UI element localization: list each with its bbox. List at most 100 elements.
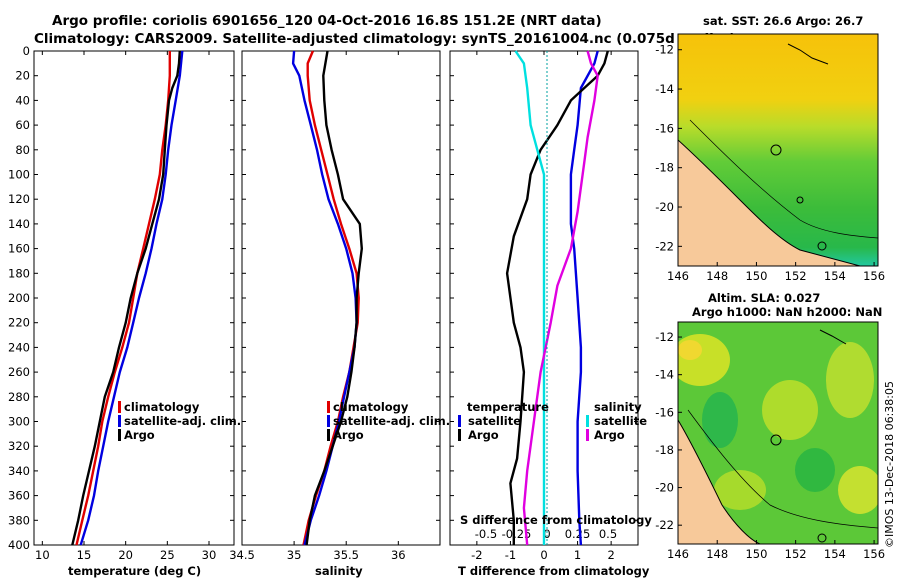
- salinity-xlabel: salinity: [315, 564, 363, 578]
- sst-map: [678, 34, 878, 266]
- map-x-tick-label: 154: [824, 269, 846, 283]
- y-tick-label: 300: [8, 415, 30, 429]
- map-y-tick-label: -14: [655, 368, 674, 382]
- x-tick-label: 34.5: [229, 548, 255, 562]
- map-x-tick-label: 146: [667, 269, 689, 283]
- series-line-argo: [305, 50, 363, 546]
- shelf-contour: [687, 409, 878, 529]
- s-tick-label: 0.25: [565, 527, 591, 541]
- s-tick-label: 0.5: [599, 527, 617, 541]
- sla-high: [678, 340, 702, 360]
- series-line-climatology: [75, 51, 172, 546]
- y-tick-label: 280: [8, 390, 30, 404]
- legend-argo: Argo: [333, 428, 364, 442]
- sla-low: [795, 448, 835, 492]
- y-tick-label: 340: [8, 464, 30, 478]
- y-tick-label: 0: [23, 44, 30, 58]
- legend-s-argo-swatch: [586, 429, 589, 441]
- x-tick-label: 2: [607, 548, 614, 562]
- sla-high: [838, 466, 878, 514]
- map-y-tick-label: -14: [655, 82, 674, 96]
- difference-legend: temperature satellite Argo salinity sate…: [458, 400, 647, 442]
- sla-map-ticks: 146 148 150 152 154 156 -12 -14 -16 -18 -20 -22: [655, 330, 885, 561]
- sla-high: [678, 334, 730, 386]
- legend-salinity-title: salinity: [594, 400, 642, 414]
- series-line-s-argo: [522, 50, 599, 546]
- map-x-tick-label: 154: [824, 547, 846, 561]
- reef-outline: [817, 533, 827, 543]
- y-tick-label: 40: [15, 93, 30, 107]
- map-x-tick-label: 148: [706, 269, 728, 283]
- legend-t-satellite: satellite: [468, 414, 521, 428]
- map-y-tick-label: -22: [655, 239, 674, 253]
- salinity-x-ticks: 34.5 35 35.5 36: [229, 51, 406, 562]
- x-tick-label: -1: [505, 548, 516, 562]
- x-tick-label: 35.5: [333, 548, 359, 562]
- sla-high: [714, 470, 766, 510]
- y-tick-label: 140: [8, 217, 30, 231]
- y-tick-label: 200: [8, 291, 30, 305]
- y-tick-label: 240: [8, 340, 30, 354]
- y-tick-label: 400: [8, 538, 30, 552]
- reef-outline: [770, 144, 782, 156]
- x-tick-label: 30: [202, 548, 217, 562]
- x-tick-label: 15: [77, 548, 92, 562]
- map-y-tick-label: -20: [655, 481, 674, 495]
- y-tick-label: 260: [8, 365, 30, 379]
- legend-climatology: climatology: [333, 400, 409, 414]
- map-y-tick-label: -22: [655, 518, 674, 532]
- difference-t-ticks: -2 -1 0 1 2: [471, 51, 615, 562]
- map-y-tick-label: -12: [655, 43, 674, 57]
- reef-outline: [817, 241, 827, 251]
- y-tick-label: 220: [8, 316, 30, 330]
- shelf-contour: [689, 119, 878, 239]
- difference-top-label: S difference from climatology: [460, 513, 652, 527]
- title-line-1: Argo profile: coriolis 6901656_120 04-Oc…: [52, 13, 602, 29]
- y-tick-label: 20: [15, 69, 30, 83]
- sst-map-frame: [677, 33, 879, 267]
- legend-s-argo: Argo: [594, 428, 625, 442]
- map-y-tick-label: -18: [655, 161, 674, 175]
- legend-t-argo-swatch: [458, 429, 461, 441]
- x-tick-label: 25: [160, 548, 175, 562]
- series-line-s-satellite: [514, 50, 546, 545]
- x-tick-label: -2: [471, 548, 482, 562]
- map-x-tick-label: 156: [863, 547, 885, 561]
- map-y-tick-label: -18: [655, 443, 674, 457]
- sst-map-ticks: 146 148 150 152 154 156 -12 -14 -16 -18 -20 -22: [655, 43, 885, 283]
- y-tick-label: 180: [8, 266, 30, 280]
- map-y-tick-label: -16: [655, 121, 674, 135]
- sla-map-frame: [677, 321, 879, 545]
- salinity-axes: [241, 50, 441, 546]
- reef-outline: [770, 434, 782, 446]
- sst-map-title: sat. SST: 26.6 Argo: 26.7: [703, 14, 863, 28]
- temperature-lines: [71, 50, 184, 546]
- legend-s-satellite: satellite: [594, 414, 647, 428]
- difference-xlabel: T difference from climatology: [458, 564, 650, 578]
- difference-s-ticks: -0.5 -0.25 0 0.25 0.5: [475, 527, 617, 541]
- s-tick-label: 0: [543, 527, 550, 541]
- legend-argo-swatch: [327, 429, 330, 441]
- map-x-tick-label: 152: [785, 547, 807, 561]
- s-tick-label: -0.25: [502, 527, 532, 541]
- x-tick-label: 1: [574, 548, 581, 562]
- y-tick-label: 360: [8, 489, 30, 503]
- legend-satellite: satellite-adj. clim.: [333, 414, 450, 428]
- legend-t-satellite-swatch: [458, 415, 461, 427]
- difference-lines: [505, 50, 609, 546]
- legend-temperature-title: temperature: [467, 400, 549, 414]
- map-x-tick-label: 150: [745, 547, 767, 561]
- series-line-t-satellite: [569, 50, 599, 546]
- map-y-tick-label: -20: [655, 200, 674, 214]
- y-tick-label: 60: [15, 118, 30, 132]
- legend-s-satellite-swatch: [586, 415, 589, 427]
- legend-t-argo: Argo: [468, 428, 499, 442]
- legend-satellite-swatch: [118, 415, 121, 427]
- png-coast: [787, 43, 829, 65]
- s-tick-label: -0.5: [475, 527, 497, 541]
- map-x-tick-label: 146: [667, 547, 689, 561]
- map-x-tick-label: 156: [863, 269, 885, 283]
- legend-climatology-swatch: [118, 401, 121, 413]
- series-line-argo: [71, 50, 181, 546]
